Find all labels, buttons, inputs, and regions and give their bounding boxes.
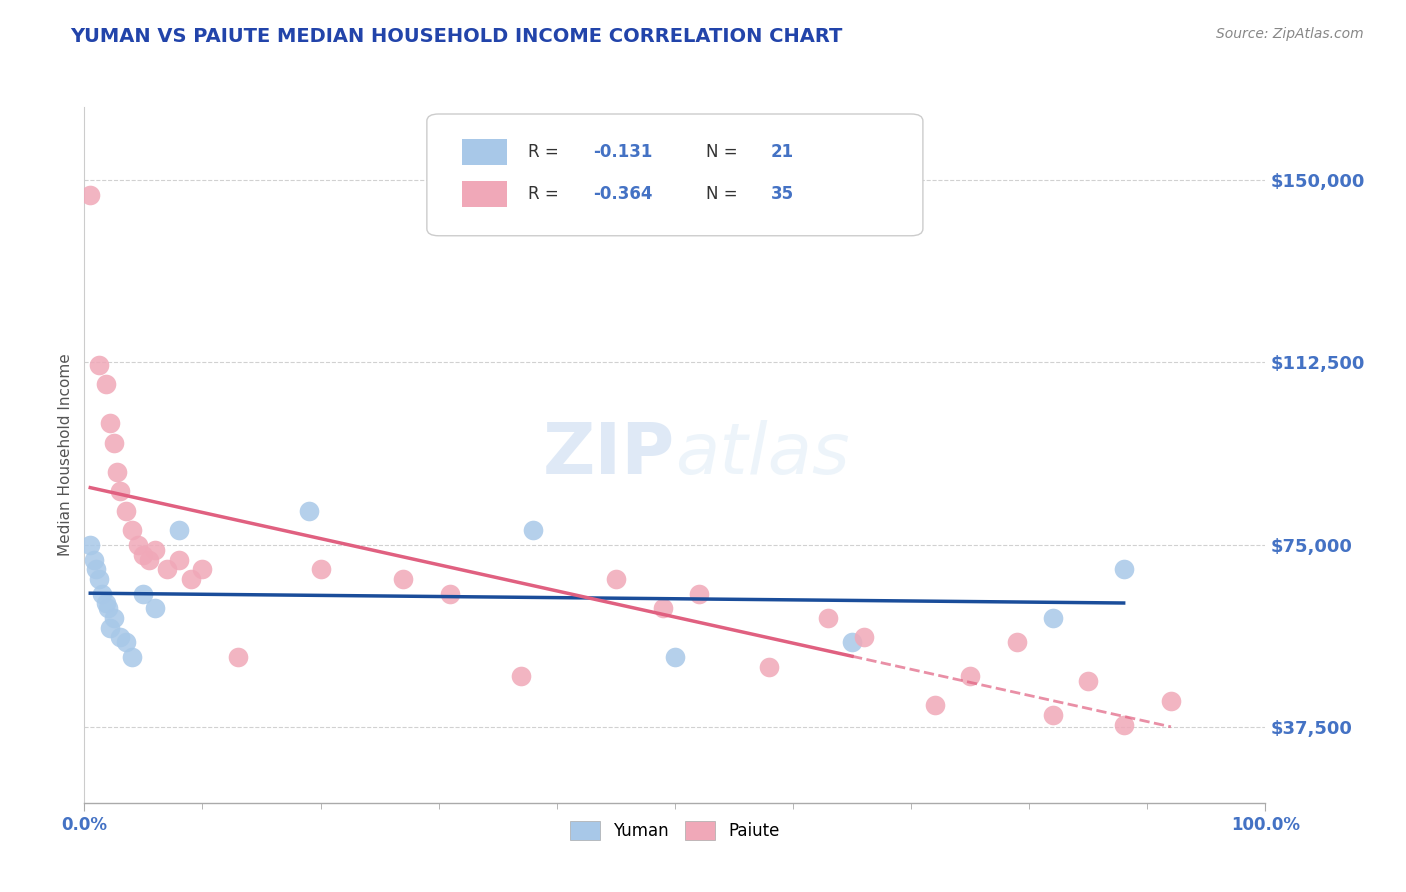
Point <box>107 465 129 479</box>
Point <box>121 524 143 538</box>
Text: R =: R = <box>529 185 564 203</box>
Point <box>114 635 136 649</box>
Point <box>132 586 155 600</box>
Point <box>108 484 131 499</box>
Point <box>127 538 149 552</box>
Point <box>87 358 110 372</box>
Point <box>98 417 121 431</box>
Point <box>121 649 143 664</box>
Point <box>959 669 981 683</box>
Y-axis label: Median Household Income: Median Household Income <box>58 353 73 557</box>
Legend: Yuman, Paiute: Yuman, Paiute <box>562 814 787 847</box>
Point <box>103 611 125 625</box>
Point <box>841 635 863 649</box>
Point <box>1042 708 1064 723</box>
Point <box>167 552 190 566</box>
Point <box>132 548 155 562</box>
Text: atlas: atlas <box>675 420 849 490</box>
Point <box>924 698 946 713</box>
Point <box>87 572 110 586</box>
Point <box>94 377 117 392</box>
Point <box>83 552 105 566</box>
Point <box>392 572 415 586</box>
Point <box>309 562 332 576</box>
Text: -0.131: -0.131 <box>593 144 652 161</box>
Point <box>1112 562 1135 576</box>
Point <box>1042 611 1064 625</box>
Point <box>510 669 533 683</box>
Point <box>439 586 461 600</box>
Point <box>103 435 125 450</box>
Point <box>138 552 160 566</box>
Point <box>167 524 190 538</box>
Point <box>94 596 117 610</box>
Text: YUMAN VS PAIUTE MEDIAN HOUSEHOLD INCOME CORRELATION CHART: YUMAN VS PAIUTE MEDIAN HOUSEHOLD INCOME … <box>70 27 842 45</box>
FancyBboxPatch shape <box>427 114 922 235</box>
Point <box>1160 693 1182 707</box>
Point <box>1007 635 1029 649</box>
Point <box>79 538 101 552</box>
Point <box>817 611 839 625</box>
Point <box>652 601 675 615</box>
Point <box>79 187 101 202</box>
Point <box>852 631 875 645</box>
Point <box>91 586 114 600</box>
Point <box>191 562 214 576</box>
Text: N =: N = <box>706 185 742 203</box>
Point <box>1077 674 1099 689</box>
Point <box>226 649 249 664</box>
Point <box>156 562 179 576</box>
Text: Source: ZipAtlas.com: Source: ZipAtlas.com <box>1216 27 1364 41</box>
Point <box>298 504 321 518</box>
Point <box>522 524 544 538</box>
Point <box>180 572 202 586</box>
Point <box>108 631 131 645</box>
FancyBboxPatch shape <box>463 139 508 166</box>
Text: 21: 21 <box>770 144 793 161</box>
FancyBboxPatch shape <box>463 181 508 207</box>
Point <box>143 601 166 615</box>
Text: -0.364: -0.364 <box>593 185 652 203</box>
Text: ZIP: ZIP <box>543 420 675 490</box>
Point <box>1112 718 1135 732</box>
Point <box>688 586 710 600</box>
Point <box>758 659 780 673</box>
Point <box>114 504 136 518</box>
Point <box>97 601 120 615</box>
Point <box>98 621 121 635</box>
Text: 35: 35 <box>770 185 793 203</box>
Point <box>84 562 107 576</box>
Point <box>143 542 166 557</box>
Text: R =: R = <box>529 144 564 161</box>
Point <box>605 572 627 586</box>
Text: N =: N = <box>706 144 742 161</box>
Point <box>664 649 686 664</box>
